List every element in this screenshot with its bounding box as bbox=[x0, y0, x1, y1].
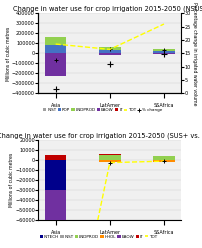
Y-axis label: Percentage change in irrigated water volume: Percentage change in irrigated water vol… bbox=[191, 2, 197, 105]
Bar bbox=[45, 45, 66, 53]
Bar bbox=[45, 190, 66, 248]
Bar bbox=[152, 156, 174, 160]
Bar bbox=[99, 154, 120, 155]
Bar bbox=[152, 51, 174, 53]
Bar bbox=[99, 47, 120, 50]
Bar bbox=[99, 160, 120, 162]
Y-axis label: Millions of cubic metres: Millions of cubic metres bbox=[9, 153, 14, 207]
Legend: INTECH, INST, LNDPROD, HHOL, EAOW, IT, TOT: INTECH, INST, LNDPROD, HHOL, EAOW, IT, T… bbox=[38, 233, 158, 241]
Y-axis label: Millions of cubic metres: Millions of cubic metres bbox=[5, 26, 11, 81]
Title: Change in water use for crop irrigation 2015-2050 (NSUS): Change in water use for crop irrigation … bbox=[13, 5, 202, 12]
Bar bbox=[152, 160, 174, 162]
Bar bbox=[152, 49, 174, 51]
Bar bbox=[45, 37, 66, 45]
Bar bbox=[45, 160, 66, 190]
Bar bbox=[152, 53, 174, 54]
Bar bbox=[45, 53, 66, 76]
Legend: INST, POP, LNDPROD, EAOW, IT, TOT, % change: INST, POP, LNDPROD, EAOW, IT, TOT, % cha… bbox=[41, 106, 163, 114]
Bar bbox=[99, 53, 120, 55]
Bar bbox=[45, 155, 66, 160]
Bar bbox=[99, 50, 120, 53]
Title: Change in water use for crop irrigation 2015-2050 (SUS+ vs. NSUS): Change in water use for crop irrigation … bbox=[0, 132, 202, 139]
Bar bbox=[99, 155, 120, 160]
